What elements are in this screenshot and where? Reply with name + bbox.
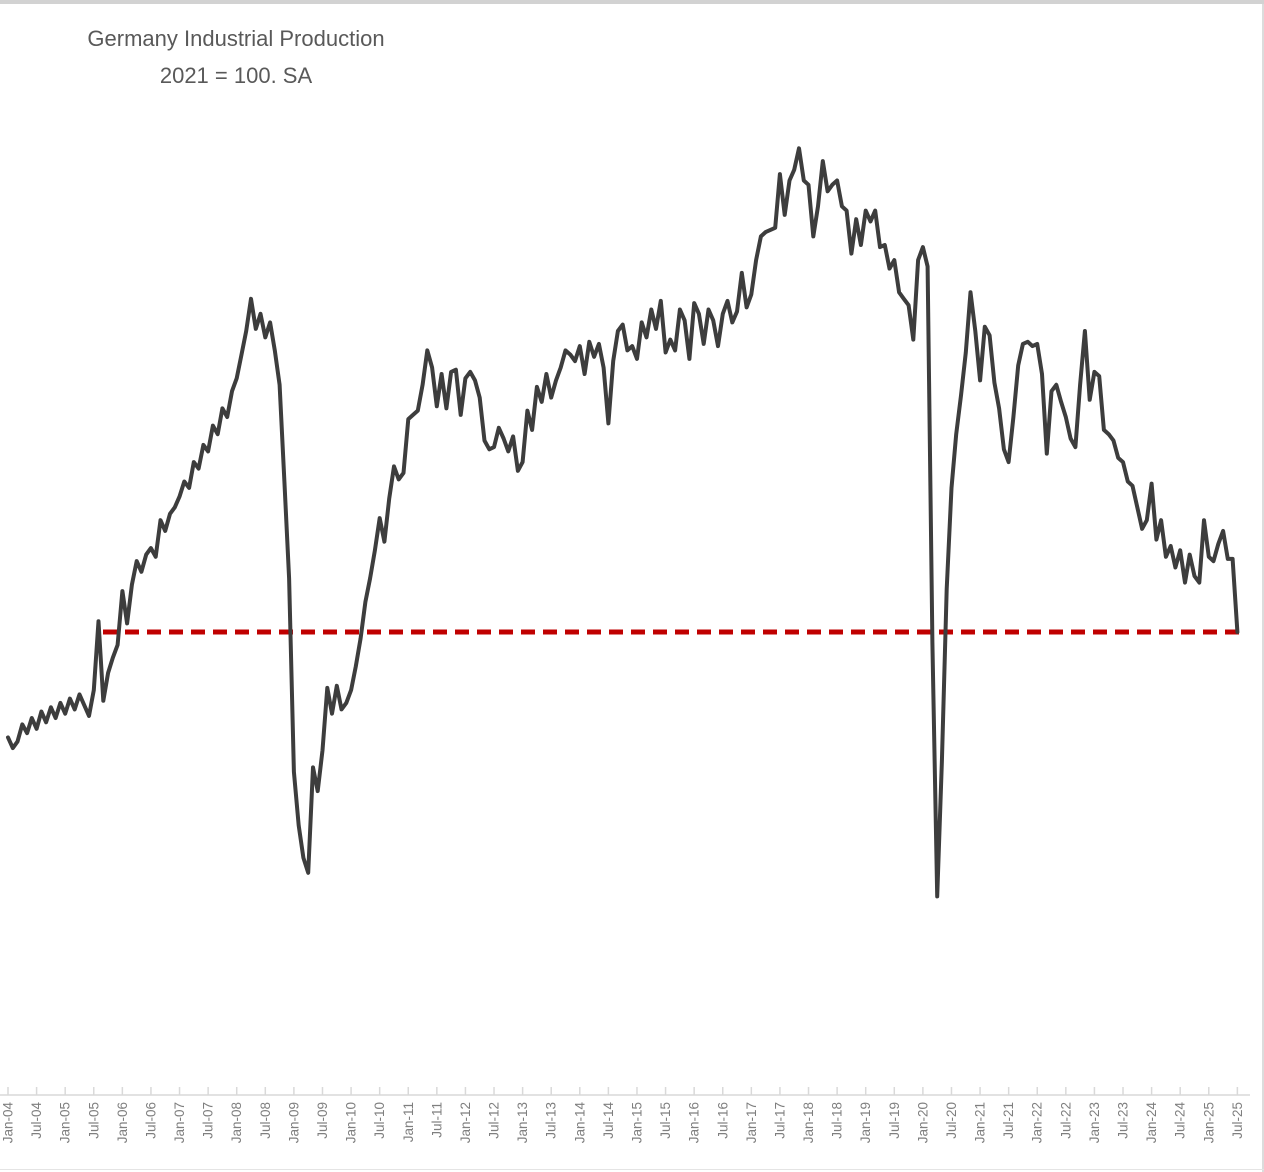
x-axis-tick-label: Jan-20 <box>915 1102 930 1143</box>
x-axis-tick-label: Jul-20 <box>944 1102 959 1139</box>
x-axis-tick-label: Jul-15 <box>658 1102 673 1139</box>
x-axis-tick-label: Jan-23 <box>1087 1102 1102 1143</box>
x-axis-tick-label: Jul-10 <box>372 1102 387 1139</box>
x-axis-tick-label: Jan-10 <box>344 1102 359 1143</box>
x-axis-tick-label: Jan-19 <box>858 1102 873 1143</box>
x-axis-tick-label: Jan-22 <box>1030 1102 1045 1143</box>
x-axis-tick-label: Jul-14 <box>601 1102 616 1139</box>
x-axis-tick-label: Jan-24 <box>1144 1102 1159 1144</box>
x-axis-tick-label: Jan-25 <box>1201 1102 1216 1143</box>
x-axis-tick-label: Jan-05 <box>58 1102 73 1143</box>
x-axis-tick-label: Jul-13 <box>544 1102 559 1139</box>
x-axis-tick-label: Jul-09 <box>315 1102 330 1139</box>
chart-title-block: Germany Industrial Production 2021 = 100… <box>16 20 456 94</box>
x-axis-tick-label: Jan-14 <box>572 1102 587 1144</box>
right-border <box>1262 4 1264 1172</box>
x-axis-tick-label: Jan-06 <box>115 1102 130 1143</box>
x-axis-tick-label: Jul-19 <box>887 1102 902 1139</box>
x-axis-tick-label: Jul-12 <box>487 1102 502 1139</box>
x-axis-tick-label: Jan-08 <box>229 1102 244 1143</box>
x-axis-tick-label: Jul-24 <box>1173 1102 1188 1139</box>
x-axis-tick-label: Jan-15 <box>629 1102 644 1143</box>
x-axis-tick-label: Jul-11 <box>429 1102 444 1138</box>
x-axis-tick-label: Jul-22 <box>1058 1102 1073 1139</box>
x-axis-tick-label: Jan-21 <box>973 1102 988 1143</box>
x-axis-tick-label: Jul-18 <box>830 1102 845 1139</box>
x-axis-tick-label: Jan-18 <box>801 1102 816 1143</box>
x-axis-tick-label: Jul-16 <box>715 1102 730 1139</box>
x-axis-tick-label: Jul-23 <box>1116 1102 1131 1139</box>
x-axis-tick-label: Jul-08 <box>258 1102 273 1139</box>
x-axis-tick-label: Jan-11 <box>401 1102 416 1142</box>
chart-title: Germany Industrial Production <box>87 26 385 51</box>
bottom-border <box>0 1169 1264 1170</box>
x-axis-tick-label: Jul-25 <box>1230 1102 1245 1139</box>
x-axis-tick-label: Jul-06 <box>143 1102 158 1139</box>
x-axis-tick-label: Jul-05 <box>86 1102 101 1139</box>
x-axis-tick-label: Jul-21 <box>1001 1102 1016 1139</box>
x-axis-tick-label: Jul-04 <box>29 1102 44 1139</box>
production-line-series <box>6 146 1240 899</box>
x-axis-tick-label: Jan-12 <box>458 1102 473 1143</box>
x-axis-tick-label: Jul-17 <box>772 1102 787 1139</box>
top-border <box>0 0 1264 4</box>
x-axis-tick-label: Jan-04 <box>1 1102 16 1144</box>
x-axis-tick-label: Jan-07 <box>172 1102 187 1143</box>
x-axis-tick-label: Jan-17 <box>744 1102 759 1143</box>
x-axis-tick-label: Jan-16 <box>687 1102 702 1143</box>
chart-subtitle: 2021 = 100. SA <box>159 63 313 88</box>
x-axis-tick-label: Jul-07 <box>201 1102 216 1139</box>
x-axis-tick-label: Jan-09 <box>286 1102 301 1143</box>
x-axis-tick-label: Jan-13 <box>515 1102 530 1143</box>
